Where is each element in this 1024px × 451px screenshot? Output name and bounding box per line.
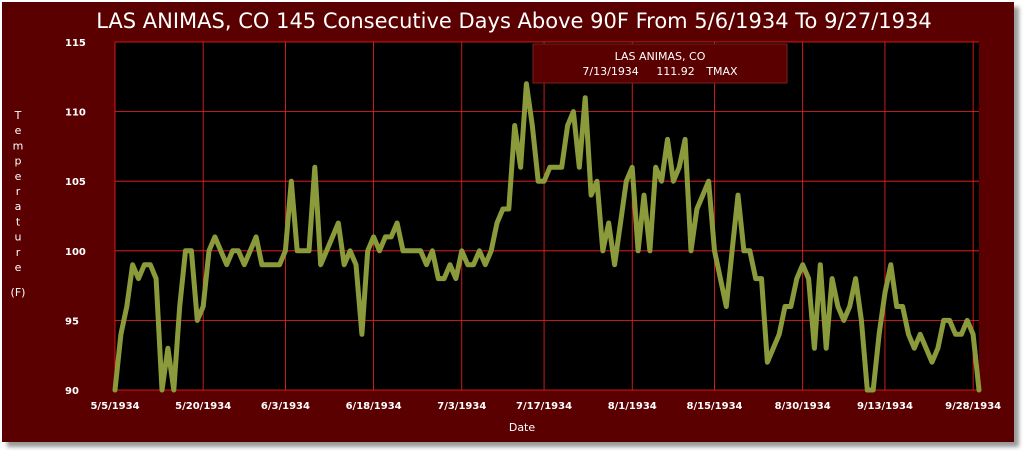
x-tick-label: 5/20/1934 [175, 401, 231, 412]
x-tick-label: 7/17/1934 [516, 401, 572, 412]
tooltip-value: 111.92 [656, 65, 695, 78]
y-axis-label-char: r [16, 185, 21, 198]
y-axis-label-char: p [15, 155, 22, 168]
y-axis-label-char: r [16, 246, 21, 259]
y-tick-label: 110 [65, 108, 86, 119]
x-tick-label: 9/28/1934 [945, 401, 1001, 412]
y-tick-label: 115 [65, 38, 86, 49]
y-tick-label: 95 [65, 316, 79, 327]
y-axis-label-char: u [15, 231, 22, 244]
y-axis-label-char: m [13, 139, 24, 152]
tooltip-box [532, 43, 788, 84]
x-tick-label: 7/3/1934 [437, 401, 486, 412]
y-axis-ticks: 90 95 100 105 110 115 [65, 38, 86, 397]
x-axis-ticks: 5/5/1934 5/20/1934 6/3/1934 6/18/1934 7/3/19… [90, 401, 1001, 412]
tooltip-station: LAS ANIMAS, CO [615, 50, 706, 63]
plot-area [115, 42, 979, 390]
y-tick-label: 90 [65, 386, 79, 397]
tooltip-element: TMAX [705, 65, 738, 78]
series-line-tmax[interactable] [112, 81, 982, 393]
y-axis-label-char: e [15, 124, 22, 137]
y-axis-label-char: T [14, 109, 22, 122]
x-tick-label: 6/18/1934 [346, 401, 402, 412]
y-tick-label: 105 [65, 177, 86, 188]
x-tick-label: 5/5/1934 [90, 401, 139, 412]
chart-frame: LAS ANIMAS, CO 145 Consecutive Days Abov… [2, 2, 1014, 442]
x-tick-label: 6/3/1934 [261, 401, 310, 412]
x-tick-label: 8/15/1934 [687, 401, 743, 412]
data-tooltip: LAS ANIMAS, CO 7/13/1934 111.92 TMAX [532, 43, 788, 84]
y-axis-label-char: e [15, 170, 22, 183]
x-tick-label: 8/30/1934 [775, 401, 831, 412]
x-axis-label: Date [509, 421, 536, 434]
y-axis-label-char: a [15, 200, 22, 213]
y-axis-label-char: t [16, 215, 21, 228]
y-axis-unit: (F) [11, 286, 26, 299]
x-tick-label: 8/1/1934 [608, 401, 657, 412]
chart-svg: LAS ANIMAS, CO 145 Consecutive Days Abov… [11, 9, 1002, 434]
y-axis-label-char: e [15, 261, 22, 274]
x-tick-label: 9/13/1934 [857, 401, 913, 412]
tooltip-date: 7/13/1934 [582, 65, 638, 78]
y-tick-label: 100 [65, 247, 86, 258]
chart-title: LAS ANIMAS, CO 145 Consecutive Days Abov… [96, 9, 932, 33]
tooltip-reading: 7/13/1934 111.92 TMAX [582, 65, 738, 78]
